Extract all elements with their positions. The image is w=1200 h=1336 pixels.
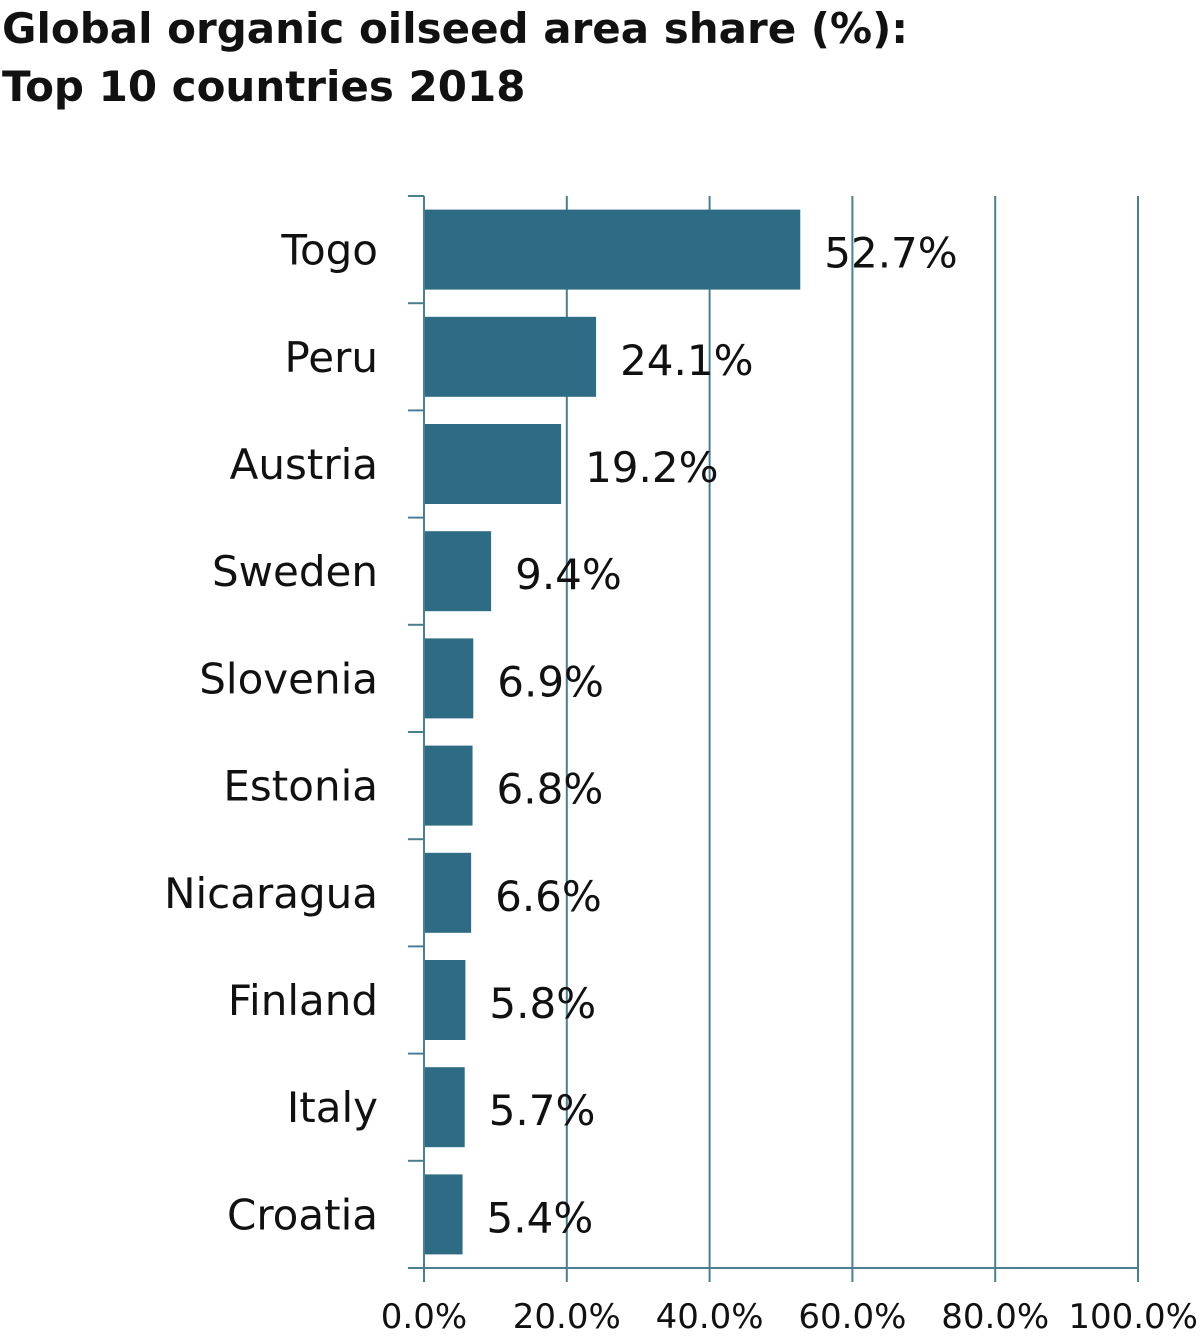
category-label: Slovenia — [199, 654, 378, 703]
bar — [424, 1174, 463, 1255]
chart-title: Global organic oilseed area share (%): T… — [2, 0, 908, 116]
bar — [424, 209, 801, 290]
data-label: 6.8% — [497, 765, 604, 814]
category-label: Peru — [284, 333, 378, 382]
data-label: 6.9% — [497, 657, 604, 706]
x-tick-label: 40.0% — [656, 1297, 764, 1336]
x-tick-label: 20.0% — [513, 1297, 621, 1336]
bar — [424, 316, 597, 397]
bar — [424, 531, 492, 612]
category-label: Nicaragua — [164, 869, 378, 918]
labels: Togo 52.7% Peru 24.1% Austria 19.2% Sweden 9.4%… — [164, 226, 1198, 1336]
category-label: Togo — [280, 226, 378, 275]
axes — [408, 195, 1139, 1282]
bar — [424, 638, 474, 719]
data-label: 19.2% — [585, 443, 718, 492]
bar — [424, 745, 473, 826]
data-label: 24.1% — [620, 336, 753, 385]
data-label: 9.4% — [515, 550, 622, 599]
bars — [424, 209, 801, 1255]
x-tick-label: 80.0% — [941, 1297, 1049, 1336]
x-tick-label: 100.0% — [1068, 1297, 1198, 1336]
bar — [424, 960, 466, 1040]
category-label: Estonia — [223, 762, 378, 811]
data-label: 6.6% — [495, 872, 602, 921]
x-tick-label: 60.0% — [798, 1297, 906, 1336]
data-label: 5.8% — [489, 979, 596, 1028]
data-label: 52.7% — [824, 229, 957, 278]
data-label: 5.7% — [489, 1086, 596, 1135]
bar — [424, 1067, 465, 1148]
chart-title-line-2: Top 10 countries 2018 — [2, 62, 526, 111]
bar — [424, 424, 562, 504]
x-tick-label: 0.0% — [381, 1297, 467, 1336]
category-label: Austria — [230, 440, 378, 489]
data-label: 5.4% — [487, 1193, 594, 1242]
category-label: Italy — [287, 1083, 378, 1132]
bar — [424, 852, 472, 933]
chart-title-line-1: Global organic oilseed area share (%): — [2, 4, 909, 53]
category-label: Croatia — [227, 1190, 378, 1239]
category-label: Sweden — [212, 547, 378, 596]
category-label: Finland — [228, 976, 378, 1025]
